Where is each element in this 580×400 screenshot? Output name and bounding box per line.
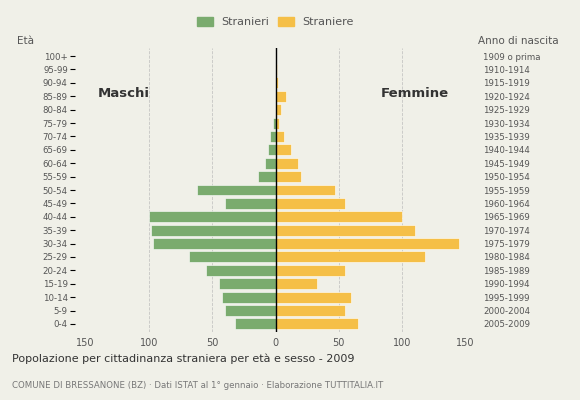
- Bar: [258, 171, 275, 182]
- Bar: [268, 144, 276, 155]
- Bar: [273, 118, 276, 128]
- Bar: [276, 64, 277, 75]
- Bar: [276, 77, 278, 88]
- Text: Femmine: Femmine: [380, 87, 449, 100]
- Bar: [197, 184, 276, 196]
- Bar: [206, 265, 276, 276]
- Bar: [276, 171, 301, 182]
- Bar: [276, 118, 280, 128]
- Text: Anno di nascita: Anno di nascita: [478, 36, 559, 46]
- Bar: [276, 158, 298, 169]
- Bar: [276, 225, 415, 236]
- Bar: [219, 278, 276, 289]
- Bar: [266, 158, 275, 169]
- Bar: [190, 252, 276, 262]
- Bar: [225, 198, 276, 209]
- Bar: [276, 278, 317, 289]
- Bar: [149, 211, 276, 222]
- Bar: [276, 184, 335, 196]
- Bar: [276, 265, 345, 276]
- Bar: [276, 292, 351, 303]
- Bar: [276, 318, 358, 330]
- Text: Età: Età: [17, 36, 34, 46]
- Bar: [276, 198, 345, 209]
- Legend: Stranieri, Straniere: Stranieri, Straniere: [197, 17, 354, 27]
- Bar: [151, 225, 276, 236]
- Bar: [276, 211, 402, 222]
- Text: COMUNE DI BRESSANONE (BZ) · Dati ISTAT al 1° gennaio · Elaborazione TUTTITALIA.I: COMUNE DI BRESSANONE (BZ) · Dati ISTAT a…: [12, 381, 383, 390]
- Bar: [270, 131, 276, 142]
- Bar: [276, 104, 281, 115]
- Bar: [235, 318, 276, 330]
- Text: Maschi: Maschi: [97, 87, 150, 100]
- Bar: [225, 305, 276, 316]
- Bar: [276, 238, 459, 249]
- Bar: [276, 91, 285, 102]
- Bar: [276, 252, 425, 262]
- Text: Popolazione per cittadinanza straniera per età e sesso - 2009: Popolazione per cittadinanza straniera p…: [12, 354, 354, 364]
- Bar: [222, 292, 276, 303]
- Bar: [276, 131, 284, 142]
- Bar: [153, 238, 276, 249]
- Bar: [276, 305, 345, 316]
- Bar: [276, 144, 291, 155]
